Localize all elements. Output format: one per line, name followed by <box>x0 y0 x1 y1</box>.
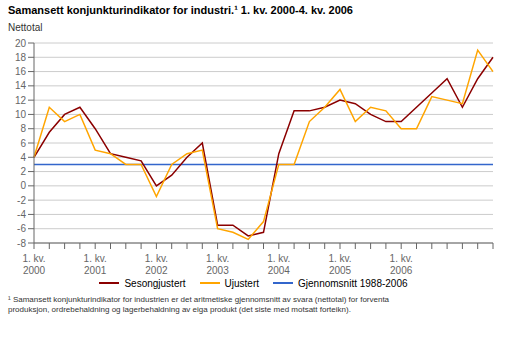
svg-text:4: 4 <box>20 152 26 163</box>
svg-text:10: 10 <box>15 109 27 120</box>
svg-text:1. kv.2006: 1. kv.2006 <box>390 253 413 275</box>
svg-text:-4: -4 <box>17 209 26 220</box>
svg-text:14: 14 <box>15 80 27 91</box>
html-text:Sesongjustert: Sesongjustert <box>124 277 186 289</box>
svg-text:-6: -6 <box>17 223 26 234</box>
html-text:Samansett konjunkturindikator: Samansett konjunkturindikator for indust… <box>8 4 353 16</box>
svg-text:-8: -8 <box>17 238 26 249</box>
svg-text:1. kv.2002: 1. kv.2002 <box>145 253 168 275</box>
svg-text:1. kv.2000: 1. kv.2000 <box>22 253 45 275</box>
html-text:Ujustert: Ujustert <box>224 277 259 289</box>
svg-text:2: 2 <box>20 166 26 177</box>
svg-text:1. kv.2003: 1. kv.2003 <box>206 253 229 275</box>
svg-text:-2: -2 <box>17 195 26 206</box>
svg-text:1. kv.2001: 1. kv.2001 <box>84 253 107 275</box>
svg-text:0: 0 <box>20 180 26 191</box>
svg-text:18: 18 <box>15 52 27 63</box>
svg-text:20: 20 <box>15 38 27 49</box>
html-text:Nettotal: Nettotal <box>8 22 43 33</box>
svg-text:8: 8 <box>20 123 26 134</box>
html-text:Gjennomsnitt 1988-2006: Gjennomsnitt 1988-2006 <box>298 277 408 289</box>
svg-text:16: 16 <box>15 66 27 77</box>
svg-text:12: 12 <box>15 95 27 106</box>
svg-text:6: 6 <box>20 138 26 149</box>
svg-text:1. kv.2004: 1. kv.2004 <box>267 253 290 275</box>
html-text:¹ Samansett konjunkturindikato: ¹ Samansett konjunkturindikator for indu… <box>8 295 390 314</box>
svg-text:1. kv.2005: 1. kv.2005 <box>328 253 351 275</box>
